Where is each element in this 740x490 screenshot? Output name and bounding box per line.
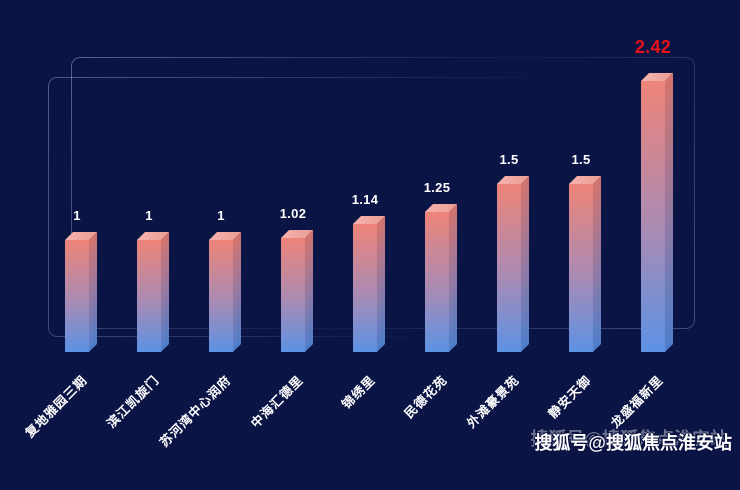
bar-side-face	[161, 232, 169, 352]
bar-top-face	[281, 230, 313, 238]
bar-side-face	[665, 73, 673, 352]
watermark-text: 搜狐号@搜狐焦点淮安站	[534, 433, 732, 453]
bar-front-face	[353, 224, 377, 352]
bar-value-label: 1.5	[571, 152, 591, 167]
bar-value-label: 2.42	[634, 37, 672, 57]
watermark: 搜狐号@搜狐焦点淮安站 搜狐号@搜狐焦点淮安站	[530, 429, 732, 453]
bar-front-face	[137, 240, 161, 352]
bar-top-face	[65, 232, 97, 240]
category-label: 复地雅园三期	[22, 373, 90, 441]
bar-value-label: 1.5	[499, 152, 519, 167]
bar-front-face	[209, 240, 233, 352]
bar-value-label: 1	[217, 208, 225, 223]
bar-front-face	[497, 184, 521, 352]
bar-front-face	[641, 81, 665, 352]
bar-side-face	[521, 176, 529, 352]
bar-side-face	[89, 232, 97, 352]
bar-top-face	[569, 176, 601, 184]
bar-top-face	[425, 204, 457, 212]
bar-side-face	[593, 176, 601, 352]
bar-front-face	[569, 184, 593, 352]
chart-canvas: 1 复地雅园三期 1 滨江凯旋门 1 苏河湾中心润府 1.02 中海汇德里 1.14 锦绣里 1.2…	[23, 37, 732, 453]
bar-value-label: 1.25	[423, 180, 451, 195]
bar-side-face	[377, 216, 385, 352]
bar-value-label: 1.02	[279, 206, 307, 221]
bar-side-face	[305, 230, 313, 352]
bar-top-face	[497, 176, 529, 184]
bar-value-label: 1	[73, 208, 81, 223]
bar-top-face	[209, 232, 241, 240]
bar-front-face	[281, 238, 305, 352]
bar-top-face	[137, 232, 169, 240]
bar-top-face	[353, 216, 385, 224]
bar-side-face	[233, 232, 241, 352]
bar-front-face	[425, 212, 449, 352]
bar-side-face	[449, 204, 457, 352]
bar-top-face	[641, 73, 673, 81]
watermark-ghost-text: 搜狐号@搜狐焦点淮安站	[530, 429, 728, 449]
bar-value-label: 1	[145, 208, 153, 223]
bar-front-face	[65, 240, 89, 352]
bar-value-label: 1.14	[351, 192, 379, 207]
